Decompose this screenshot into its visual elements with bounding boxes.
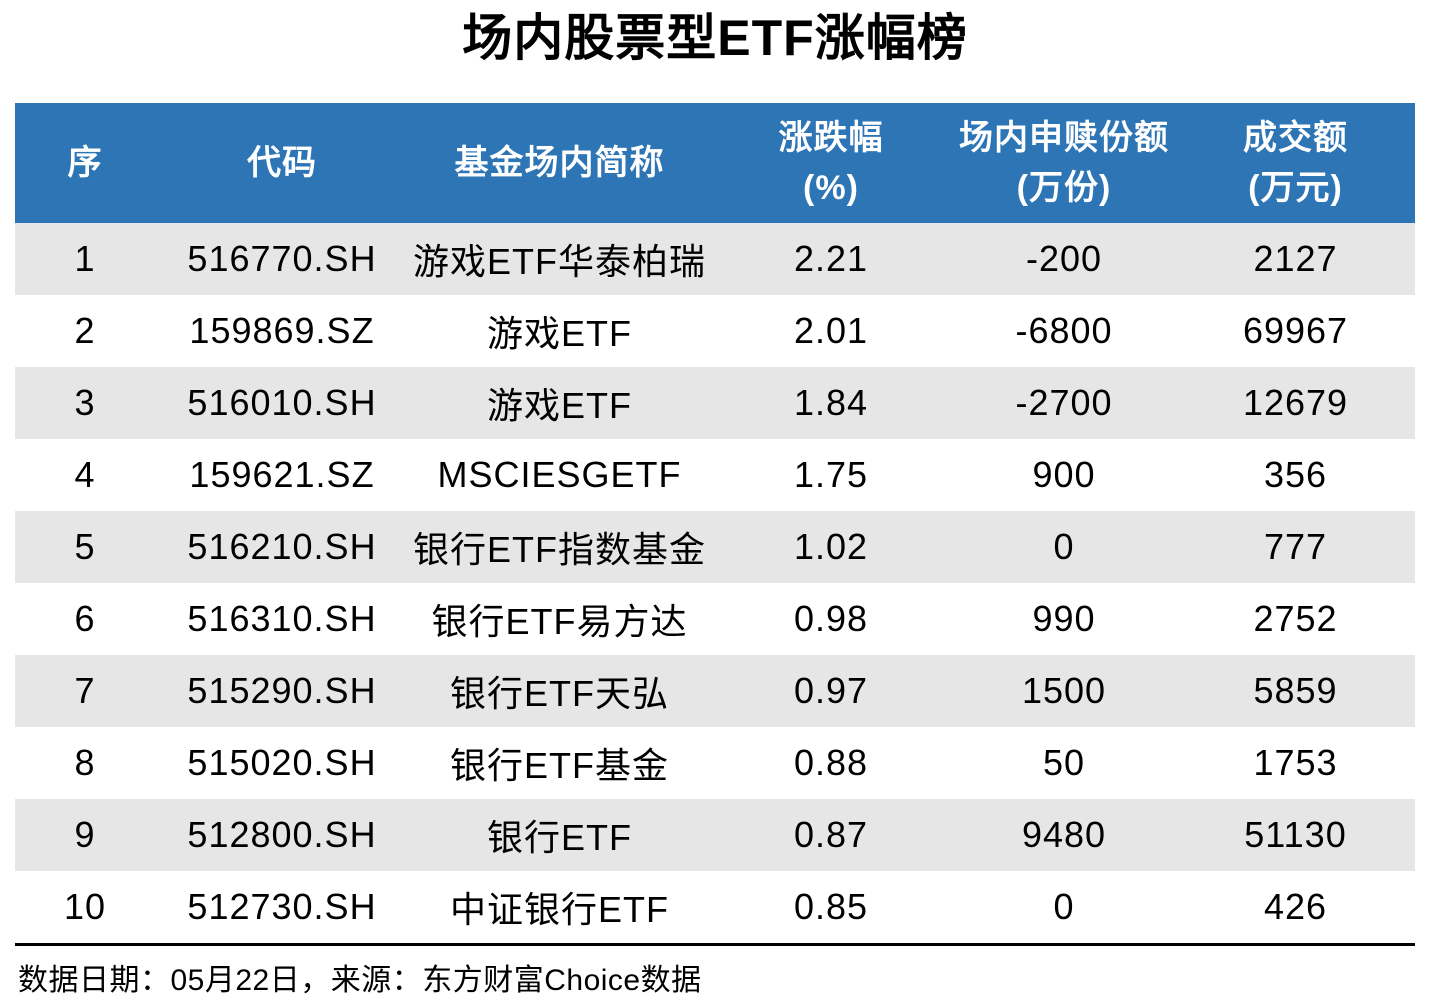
source-note: 数据日期：05月22日，来源：东方财富Choice数据 [15,943,1415,999]
cell-code: 516310.SH [155,583,409,655]
source-note-text: 数据日期：05月22日，来源：东方财富Choice数据 [18,964,702,997]
cell-rank: 10 [15,871,155,943]
cell-turnover: 426 [1176,871,1415,943]
cell-change: 0.85 [710,871,952,943]
cell-rank: 5 [15,511,155,583]
cell-turnover: 777 [1176,511,1415,583]
cell-code: 516210.SH [155,511,409,583]
table-row: 10 512730.SH 中证银行ETF 0.85 0 426 [15,871,1415,943]
col-header-label: 涨跌幅 [778,119,884,157]
page-title: 场内股票型ETF涨幅榜 [462,10,968,66]
col-header-unit: (万份) [1016,169,1112,207]
cell-code: 515290.SH [155,655,409,727]
cell-turnover: 5859 [1176,655,1415,727]
cell-code: 516010.SH [155,367,409,439]
col-header-label: 成交额 [1243,119,1348,157]
table-row: 6 516310.SH 银行ETF易方达 0.98 990 2752 [15,583,1415,655]
table-row: 9 512800.SH 银行ETF 0.87 9480 51130 [15,799,1415,871]
cell-code: 512800.SH [155,799,409,871]
cell-change: 2.01 [710,295,952,367]
cell-shares: -200 [952,223,1176,295]
cell-turnover: 356 [1176,439,1415,511]
col-header-code: 代码 [155,103,409,223]
cell-rank: 4 [15,439,155,511]
cell-rank: 7 [15,655,155,727]
cell-code: 159621.SZ [155,439,409,511]
col-header-change: 涨跌幅 (%) [710,103,952,223]
cell-change: 2.21 [710,223,952,295]
col-header-unit: (万元) [1248,169,1343,207]
cell-shares: -2700 [952,367,1176,439]
cell-shares: 50 [952,727,1176,799]
cell-code: 515020.SH [155,727,409,799]
cell-turnover: 69967 [1176,295,1415,367]
col-header-name: 基金场内简称 [409,103,710,223]
cell-name: 银行ETF [409,799,710,871]
page: 场内股票型ETF涨幅榜 序 代码 基金场内简称 涨跌幅 (%) [15,10,1415,999]
cell-change: 0.98 [710,583,952,655]
etf-ranking-table: 序 代码 基金场内简称 涨跌幅 (%) 场内申赎份额 (万份) 成交额 [15,103,1415,943]
cell-shares: 0 [952,511,1176,583]
table-row: 8 515020.SH 银行ETF基金 0.88 50 1753 [15,727,1415,799]
table-row: 4 159621.SZ MSCIESGETF 1.75 900 356 [15,439,1415,511]
col-header-label: 序 [67,144,103,182]
table-row: 1 516770.SH 游戏ETF华泰柏瑞 2.21 -200 2127 [15,223,1415,295]
cell-turnover: 1753 [1176,727,1415,799]
cell-shares: 990 [952,583,1176,655]
cell-name: 游戏ETF华泰柏瑞 [409,223,710,295]
col-header-shares: 场内申赎份额 (万份) [952,103,1176,223]
cell-change: 0.88 [710,727,952,799]
cell-shares: 1500 [952,655,1176,727]
cell-rank: 6 [15,583,155,655]
cell-turnover: 2127 [1176,223,1415,295]
col-header-unit: (%) [803,169,859,207]
cell-name: 游戏ETF [409,367,710,439]
cell-shares: 0 [952,871,1176,943]
cell-change: 1.02 [710,511,952,583]
cell-name: 银行ETF天弘 [409,655,710,727]
cell-name: 中证银行ETF [409,871,710,943]
table-row: 5 516210.SH 银行ETF指数基金 1.02 0 777 [15,511,1415,583]
cell-name: 银行ETF易方达 [409,583,710,655]
table-header-row: 序 代码 基金场内简称 涨跌幅 (%) 场内申赎份额 (万份) 成交额 [15,103,1415,223]
cell-rank: 1 [15,223,155,295]
cell-shares: 9480 [952,799,1176,871]
cell-shares: -6800 [952,295,1176,367]
cell-rank: 2 [15,295,155,367]
cell-name: 游戏ETF [409,295,710,367]
col-header-label: 场内申赎份额 [959,119,1169,157]
cell-rank: 9 [15,799,155,871]
cell-name: 银行ETF基金 [409,727,710,799]
table-row: 3 516010.SH 游戏ETF 1.84 -2700 12679 [15,367,1415,439]
cell-turnover: 51130 [1176,799,1415,871]
table-row: 7 515290.SH 银行ETF天弘 0.97 1500 5859 [15,655,1415,727]
cell-code: 512730.SH [155,871,409,943]
table-row: 2 159869.SZ 游戏ETF 2.01 -6800 69967 [15,295,1415,367]
cell-code: 516770.SH [155,223,409,295]
cell-change: 1.84 [710,367,952,439]
col-header-label: 基金场内简称 [454,144,665,182]
cell-change: 0.87 [710,799,952,871]
col-header-label: 代码 [247,144,317,182]
cell-name: MSCIESGETF [409,439,710,511]
cell-name: 银行ETF指数基金 [409,511,710,583]
cell-rank: 3 [15,367,155,439]
cell-turnover: 12679 [1176,367,1415,439]
cell-turnover: 2752 [1176,583,1415,655]
cell-change: 1.75 [710,439,952,511]
cell-change: 0.97 [710,655,952,727]
cell-code: 159869.SZ [155,295,409,367]
cell-rank: 8 [15,727,155,799]
col-header-turnover: 成交额 (万元) [1176,103,1415,223]
cell-shares: 900 [952,439,1176,511]
col-header-rank: 序 [15,103,155,223]
